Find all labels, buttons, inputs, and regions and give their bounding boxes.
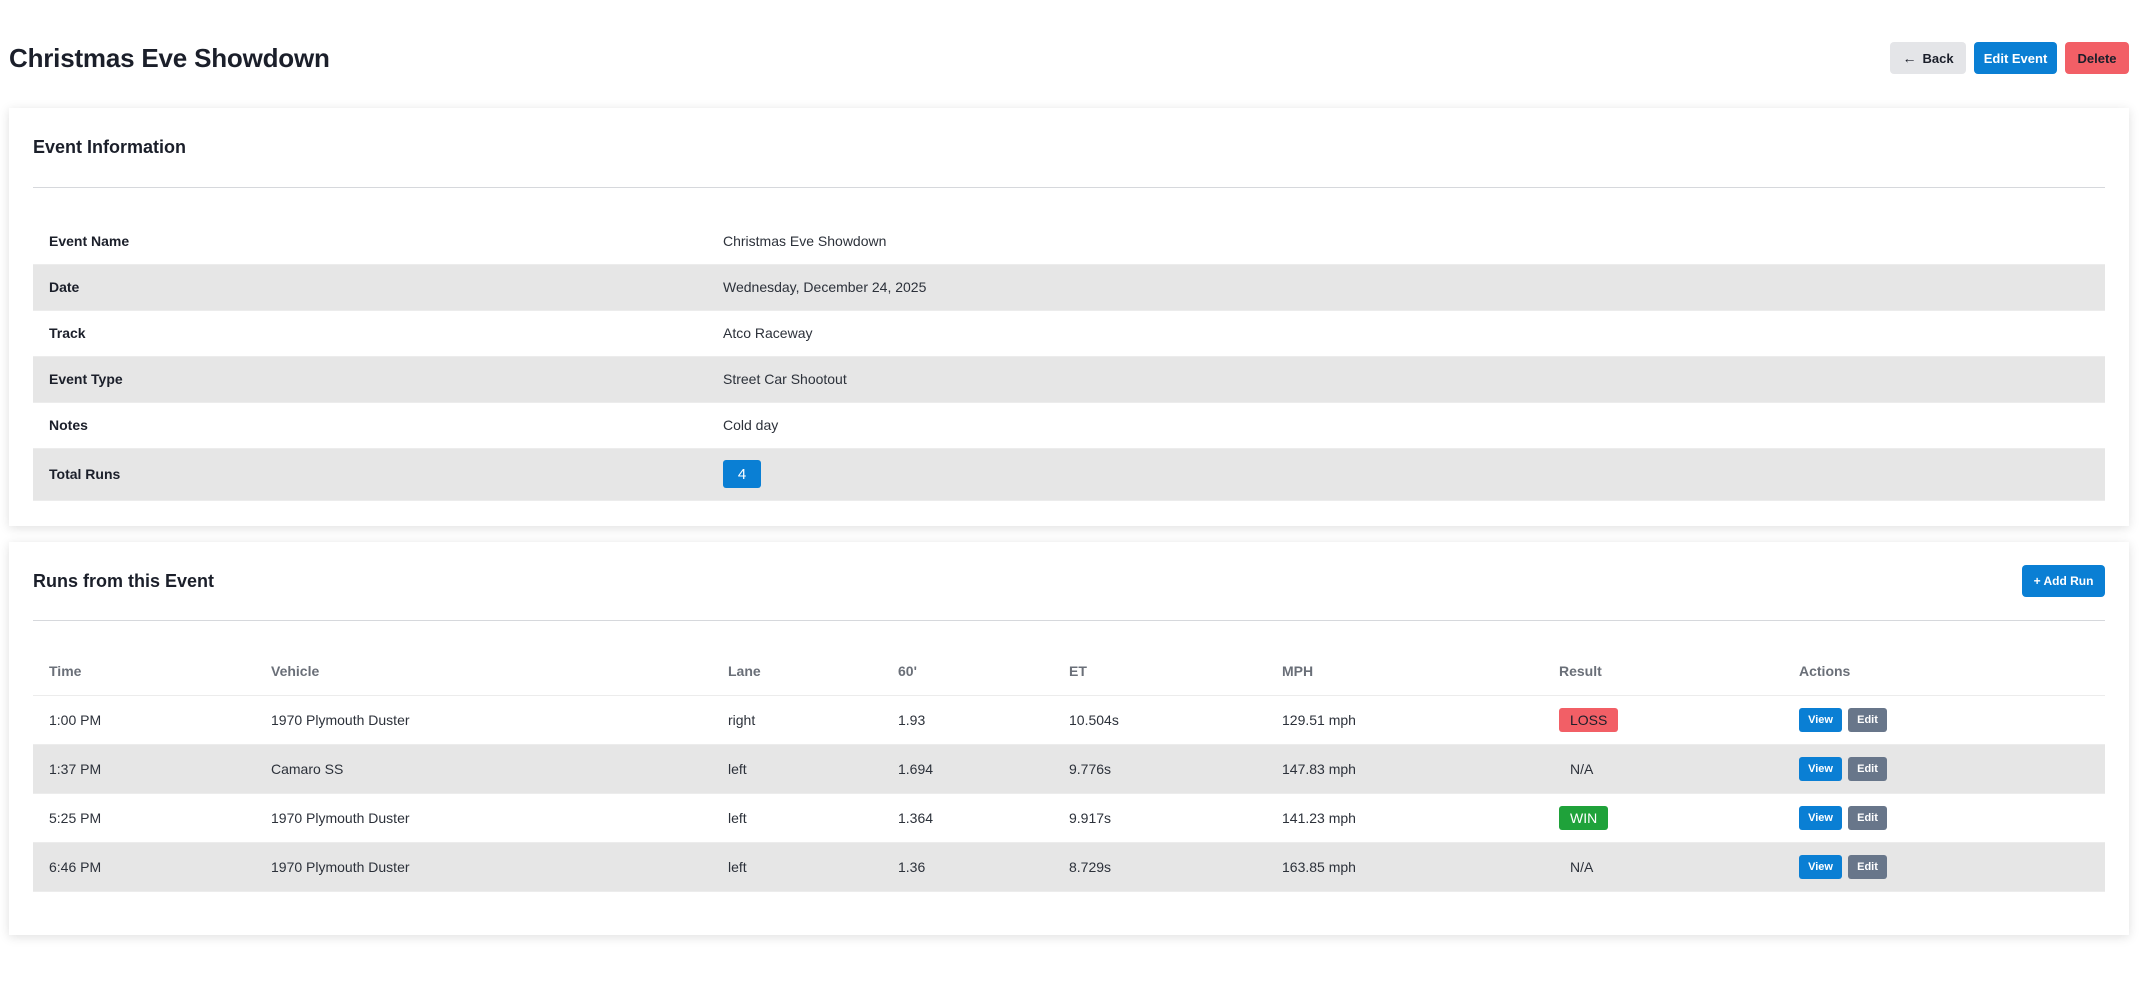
run-mph: 141.23 mph [1266,793,1543,843]
event-information-card: Event Information Event Name Christmas E… [9,108,2129,526]
result-loss-badge: LOSS [1559,707,1619,732]
run-mph: 163.85 mph [1266,842,1543,892]
run-60ft: 1.93 [882,695,1053,745]
run-lane: left [712,793,882,843]
run-lane: right [712,695,882,745]
run-time: 1:37 PM [33,744,255,794]
info-label: Notes [49,417,88,433]
run-vehicle: Camaro SS [255,744,712,794]
info-row-track: Track Atco Raceway [33,310,2105,356]
info-row-total-runs: Total Runs 4 [33,448,2105,500]
runs-title: Runs from this Event [33,570,215,591]
run-actions: View Edit [1783,744,2105,794]
run-et: 10.504s [1053,695,1266,745]
run-60ft: 1.694 [882,744,1053,794]
table-row: 6:46 PM 1970 Plymouth Duster left 1.36 8… [33,842,2105,892]
total-runs-badge: 4 [723,460,761,488]
run-et: 9.776s [1053,744,1266,794]
info-value: Atco Raceway [723,325,813,341]
table-row: 1:37 PM Camaro SS left 1.694 9.776s 147.… [33,744,2105,794]
info-value: Wednesday, December 24, 2025 [707,264,2105,310]
info-row-notes: Notes Cold day [33,402,2105,448]
column-header-actions: Actions [1783,647,2105,696]
run-actions: View Edit [1783,695,2105,745]
edit-run-button[interactable]: Edit [1848,707,1887,732]
column-header-et: ET [1053,647,1266,696]
view-run-button[interactable]: View [1799,854,1842,879]
info-label: Date [33,264,707,310]
run-actions: View Edit [1783,793,2105,843]
arrow-left-icon: ← [1902,50,1917,66]
column-header-vehicle: Vehicle [255,647,712,696]
run-actions: View Edit [1783,842,2105,892]
page-header: Christmas Eve Showdown ← Back Edit Event… [9,40,2129,76]
edit-run-button[interactable]: Edit [1848,854,1887,879]
info-value: Cold day [723,417,779,433]
run-vehicle: 1970 Plymouth Duster [255,695,712,745]
run-mph: 147.83 mph [1266,744,1543,794]
run-lane: left [712,842,882,892]
run-time: 5:25 PM [33,793,255,843]
run-lane: left [712,744,882,794]
run-mph: 129.51 mph [1266,695,1543,745]
runs-table: Time Vehicle Lane 60' ET MPH Result Acti… [33,647,2105,892]
info-label: Event Type [33,356,707,402]
info-value: Street Car Shootout [707,356,2105,402]
run-60ft: 1.36 [882,842,1053,892]
edit-event-button[interactable]: Edit Event [1974,42,2057,74]
view-run-button[interactable]: View [1799,707,1842,732]
edit-run-button[interactable]: Edit [1848,756,1887,781]
result-win-badge: WIN [1559,805,1609,830]
column-header-60ft: 60' [882,647,1053,696]
view-run-button[interactable]: View [1799,805,1842,830]
info-label: Event Name [49,232,130,249]
run-result-cell: LOSS [1543,695,1783,745]
column-header-lane: Lane [712,647,882,696]
info-label: Track [49,325,86,341]
result-na-text: N/A [1570,858,1594,875]
run-et: 9.917s [1053,793,1266,843]
view-run-button[interactable]: View [1799,756,1842,781]
result-na-text: N/A [1570,760,1594,777]
run-et: 8.729s [1053,842,1266,892]
edit-run-button[interactable]: Edit [1848,805,1887,830]
table-row: 5:25 PM 1970 Plymouth Duster left 1.364 … [33,793,2105,843]
info-row-event-type: Event Type Street Car Shootout [33,356,2105,402]
run-vehicle: 1970 Plymouth Duster [255,842,712,892]
run-60ft: 1.364 [882,793,1053,843]
info-value: Christmas Eve Showdown [723,232,887,249]
info-value: 4 [707,448,2105,500]
runs-header: Runs from this Event + Add Run [33,542,2105,621]
run-time: 6:46 PM [33,842,255,892]
runs-card: Runs from this Event + Add Run Time Vehi… [9,542,2129,935]
table-row: 1:00 PM 1970 Plymouth Duster right 1.93 … [33,695,2105,745]
header-actions: ← Back Edit Event Delete [1890,42,2129,74]
add-run-button[interactable]: + Add Run [2022,565,2105,597]
back-button[interactable]: ← Back [1890,42,1966,74]
page-title: Christmas Eve Showdown [9,42,330,73]
column-header-time: Time [33,647,255,696]
run-result-cell: WIN [1543,793,1783,843]
info-row-event-name: Event Name Christmas Eve Showdown [33,218,2105,264]
event-information-title: Event Information [33,137,187,157]
info-label: Total Runs [33,448,707,500]
info-row-date: Date Wednesday, December 24, 2025 [33,264,2105,310]
event-information-header: Event Information [33,108,2105,188]
back-button-label: Back [1922,50,1954,66]
column-header-mph: MPH [1266,647,1543,696]
event-information-table: Event Name Christmas Eve Showdown Date W… [33,218,2105,501]
run-vehicle: 1970 Plymouth Duster [255,793,712,843]
run-result-cell: N/A [1543,842,1783,892]
column-header-result: Result [1543,647,1783,696]
run-result-cell: N/A [1543,744,1783,794]
delete-button[interactable]: Delete [2065,42,2129,74]
run-time: 1:00 PM [33,695,255,745]
runs-table-header: Time Vehicle Lane 60' ET MPH Result Acti… [33,647,2105,696]
